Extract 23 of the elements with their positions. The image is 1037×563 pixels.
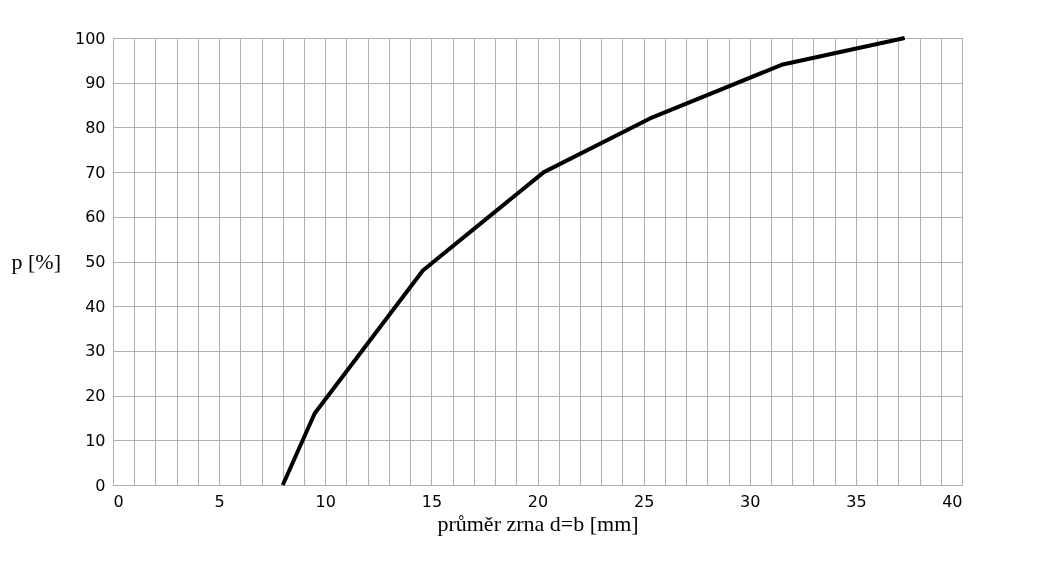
y-tick-label: 80 xyxy=(85,117,106,137)
y-tick-label: 50 xyxy=(85,252,106,271)
line-series xyxy=(280,36,907,487)
x-tick-label: 10 xyxy=(315,491,336,511)
y-tick-label: 100 xyxy=(74,28,106,48)
y-axis-title: p [%] xyxy=(11,249,61,274)
x-tick-label: 35 xyxy=(846,491,867,511)
x-tick-label: 0 xyxy=(113,491,124,511)
x-tick-label: 5 xyxy=(214,491,225,511)
y-tick-label: 70 xyxy=(85,162,106,182)
y-tick-label: 90 xyxy=(85,73,106,93)
y-tick-label: 10 xyxy=(85,430,106,450)
y-tick-label: 40 xyxy=(85,296,106,316)
y-tick-label: 30 xyxy=(85,341,106,361)
x-axis-title: průměr zrna d=b [mm] xyxy=(437,510,639,536)
x-tick-label: 20 xyxy=(527,491,549,511)
y-tick-label: 60 xyxy=(85,207,106,227)
y-tick-label: 20 xyxy=(85,386,106,406)
x-tick-label: 15 xyxy=(421,491,443,511)
x-tick-label: 25 xyxy=(633,491,655,511)
x-tick-label: 40 xyxy=(942,491,963,511)
y-tick-label: 0 xyxy=(95,475,106,495)
x-tick-label: 30 xyxy=(740,491,761,511)
